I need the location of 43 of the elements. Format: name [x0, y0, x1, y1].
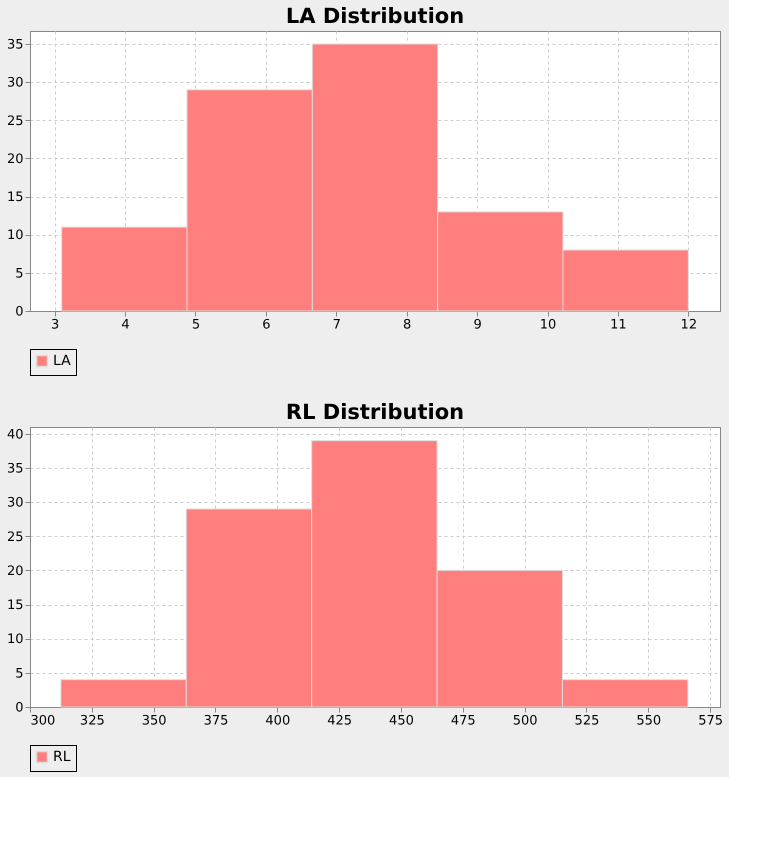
y-tick-label: 25	[6, 530, 24, 545]
x-tick-label: 575	[698, 714, 724, 728]
y-tick-label: 30	[6, 496, 24, 511]
y-tick-label: 10	[6, 632, 24, 648]
y-tick-label: 5	[15, 266, 24, 282]
x-tick-label: 300	[30, 714, 56, 728]
y-tick-label: 35	[6, 37, 24, 52]
legend-label: RL	[53, 749, 71, 765]
x-tick-label: 500	[512, 714, 538, 728]
x-tick-label: 9	[473, 318, 482, 332]
y-tick-label: 0	[15, 700, 24, 716]
x-tick-label: 11	[610, 318, 627, 332]
x-tick-label: 400	[265, 714, 290, 728]
x-tick-label: 7	[332, 318, 341, 332]
x-tick-label: 525	[574, 714, 600, 728]
y-tick-label: 10	[6, 228, 24, 244]
y-tick-label: 15	[6, 598, 24, 614]
x-tick-label: 475	[450, 714, 476, 728]
y-tick-label: 20	[6, 152, 24, 167]
chart-title: LA Distribution	[286, 4, 464, 28]
y-tick-label: 35	[6, 461, 24, 476]
x-tick-label: 12	[680, 318, 698, 332]
y-tick-label: 15	[6, 190, 24, 206]
y-tick-label: 40	[6, 427, 24, 442]
x-tick-label: 10	[540, 318, 556, 332]
chart-title: RL Distribution	[286, 400, 464, 424]
y-tick-label: 5	[15, 666, 24, 682]
y-tick-label: 25	[6, 114, 24, 129]
x-tick-label: 375	[204, 714, 228, 728]
x-tick-label: 5	[192, 318, 200, 332]
x-tick-label: 425	[327, 714, 352, 728]
x-tick-label: 4	[121, 318, 130, 332]
x-tick-label: 325	[80, 714, 105, 728]
y-tick-label: 0	[15, 304, 24, 320]
x-tick-label: 550	[636, 714, 662, 728]
x-tick-label: 350	[142, 714, 167, 728]
x-tick-label: 6	[262, 318, 271, 332]
legend-label: LA	[53, 353, 72, 369]
y-tick-label: 30	[6, 76, 24, 91]
x-tick-label: 3	[51, 318, 60, 332]
x-tick-label: 450	[389, 714, 414, 728]
x-tick-label: 8	[403, 318, 412, 332]
y-tick-label: 20	[6, 564, 24, 579]
